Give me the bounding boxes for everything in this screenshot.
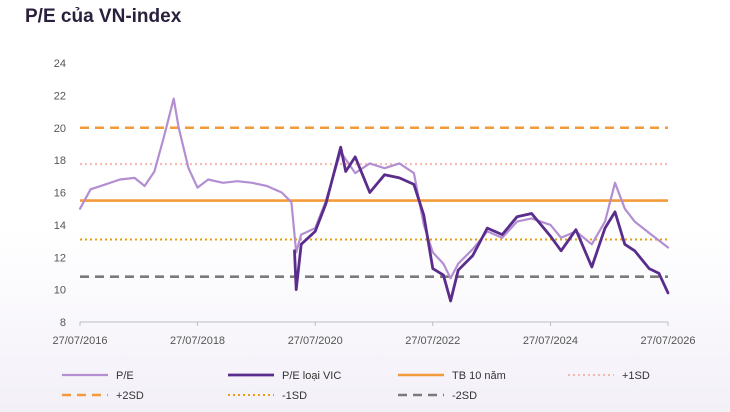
y-tick-label: 24	[54, 58, 66, 70]
x-tick-label: 27/07/2022	[405, 335, 460, 347]
legend-label: -1SD	[282, 390, 307, 402]
series-pe-loai-vic-line	[293, 145, 670, 303]
y-tick-label: 20	[54, 123, 66, 135]
y-tick-label: 16	[54, 188, 66, 200]
legend-label: P/E loại VIC	[282, 370, 341, 382]
y-tick-label: 10	[54, 285, 66, 297]
x-tick-label: 27/07/2026	[640, 335, 695, 347]
legend-label: TB 10 năm	[452, 370, 506, 382]
chart-title: P/E của VN-index	[25, 6, 182, 27]
series-pe-line	[78, 97, 670, 280]
legend-label: +2SD	[116, 390, 144, 402]
x-tick-label: 27/07/2018	[170, 335, 225, 347]
x-tick-label: 27/07/2016	[52, 335, 107, 347]
x-tick-label: 27/07/2024	[523, 335, 578, 347]
legend-label: +1SD	[622, 370, 650, 382]
x-tick-label: 27/07/2020	[288, 335, 343, 347]
y-tick-label: 12	[54, 252, 66, 264]
legend-label: P/E	[116, 370, 134, 382]
y-tick-label: 22	[54, 90, 66, 102]
y-tick-label: 8	[60, 317, 66, 329]
legend-label: -2SD	[452, 390, 477, 402]
y-tick-label: 14	[54, 220, 66, 232]
y-tick-label: 18	[54, 155, 66, 167]
